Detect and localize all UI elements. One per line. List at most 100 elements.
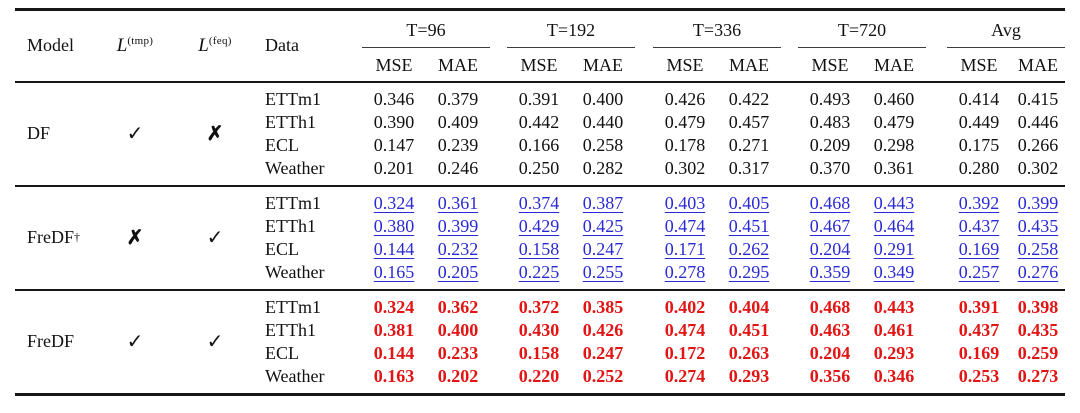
metric-header-mse: MSE [666,55,704,76]
metric-value: 0.422 [728,88,770,109]
dataset-label: Weather [265,157,325,178]
metric-value: 0.247 [582,342,624,363]
metric-value: 0.398 [1017,296,1059,317]
metric-value: 0.250 [518,157,560,178]
metric-value: 0.302 [1017,157,1059,178]
metric-value: 0.201 [373,157,415,178]
metric-value: 0.295 [728,261,770,282]
metric-value: 0.400 [582,88,624,109]
metric-value: 0.461 [873,319,915,340]
metric-value: 0.387 [582,192,624,213]
block-separator-rule [15,184,1065,187]
metric-value: 0.380 [373,215,415,236]
dataset-label: Weather [265,365,325,386]
metric-value: 0.437 [958,319,1000,340]
loss-temporal-superscript: (tmp) [127,34,154,47]
metric-value: 0.451 [728,215,770,236]
metric-value: 0.430 [518,319,560,340]
metric-value: 0.405 [728,192,770,213]
dataset-label: ECL [265,238,299,259]
metric-value: 0.404 [728,296,770,317]
metric-value: 0.425 [582,215,624,236]
metric-header-mae: MAE [729,55,769,76]
metric-value: 0.273 [1017,365,1059,386]
metric-value: 0.451 [728,319,770,340]
dataset-label: ETTm1 [265,296,321,317]
metric-value: 0.479 [873,111,915,132]
loss-temporal-check-icon: ✓ [126,123,144,146]
metric-value: 0.362 [437,296,479,317]
metric-value: 0.324 [373,192,415,213]
metric-value: 0.435 [1017,319,1059,340]
metric-value: 0.467 [809,215,851,236]
metric-value: 0.266 [1017,134,1059,155]
metric-value: 0.457 [728,111,770,132]
metric-value: 0.440 [582,111,624,132]
metric-value: 0.274 [664,365,706,386]
metric-value: 0.426 [582,319,624,340]
metric-value: 0.259 [1017,342,1059,363]
metric-value: 0.298 [873,134,915,155]
metric-value: 0.399 [1017,192,1059,213]
metric-value: 0.474 [664,215,706,236]
metric-value: 0.233 [437,342,479,363]
metric-value: 0.302 [664,157,706,178]
metric-value: 0.202 [437,365,479,386]
metric-value: 0.483 [809,111,851,132]
dataset-label: ETTm1 [265,192,321,213]
loss-temporal-cross-icon: ✗ [126,227,144,250]
metric-value: 0.426 [664,88,706,109]
metric-value: 0.414 [958,88,1000,109]
horizon-group-header: T=96 [362,15,490,48]
loss-temporal-check-icon: ✓ [126,331,144,354]
metric-header-mae: MAE [438,55,478,76]
dataset-label: ETTh1 [265,215,316,236]
horizon-group-header: T=336 [653,15,781,48]
metric-value: 0.390 [373,111,415,132]
metric-value: 0.468 [809,296,851,317]
metric-value: 0.399 [437,215,479,236]
metric-value: 0.293 [873,342,915,363]
loss-temporal-column-header: L(tmp) [117,35,154,57]
metric-value: 0.409 [437,111,479,132]
table-body: DF ✓ ✗ ETTm1 0.346 0.379 0.391 0.400 0.426 0.422 0… [15,83,1065,393]
model-block: FreDF ✓ ✓ ETTm1 0.324 0.362 0.372 0.385 0.402 0.4… [15,291,1065,393]
header-rule [15,80,1065,83]
metric-value: 0.479 [664,111,706,132]
metric-value: 0.246 [437,157,479,178]
loss-temporal-symbol: L [116,34,128,56]
avg-group-header: Avg [947,15,1065,48]
metric-value: 0.346 [373,88,415,109]
metric-value: 0.435 [1017,215,1059,236]
metric-header-mse: MSE [375,55,413,76]
metric-value: 0.282 [582,157,624,178]
metric-value: 0.370 [809,157,851,178]
metric-value: 0.255 [582,261,624,282]
metric-value: 0.442 [518,111,560,132]
metric-value: 0.204 [809,342,851,363]
dataset-label: Weather [265,261,325,282]
metric-value: 0.293 [728,365,770,386]
metric-value: 0.280 [958,157,1000,178]
metric-value: 0.158 [518,342,560,363]
metric-value: 0.443 [873,192,915,213]
metric-header-mse: MSE [520,55,558,76]
dataset-label: ETTm1 [265,88,321,109]
metric-value: 0.381 [373,319,415,340]
metric-value: 0.400 [437,319,479,340]
metric-header-mae: MAE [583,55,623,76]
loss-frequency-symbol: L [198,34,209,56]
metric-value: 0.239 [437,134,479,155]
metric-value: 0.204 [809,238,851,259]
metric-value: 0.252 [582,365,624,386]
metric-value: 0.263 [728,342,770,363]
model-name: FreDF [27,331,75,352]
metric-value: 0.147 [373,134,415,155]
metric-value: 0.361 [437,192,479,213]
metric-value: 0.493 [809,88,851,109]
metric-value: 0.391 [518,88,560,109]
metric-value: 0.172 [664,342,706,363]
metric-value: 0.392 [958,192,1000,213]
metric-value: 0.165 [373,261,415,282]
metric-value: 0.385 [582,296,624,317]
